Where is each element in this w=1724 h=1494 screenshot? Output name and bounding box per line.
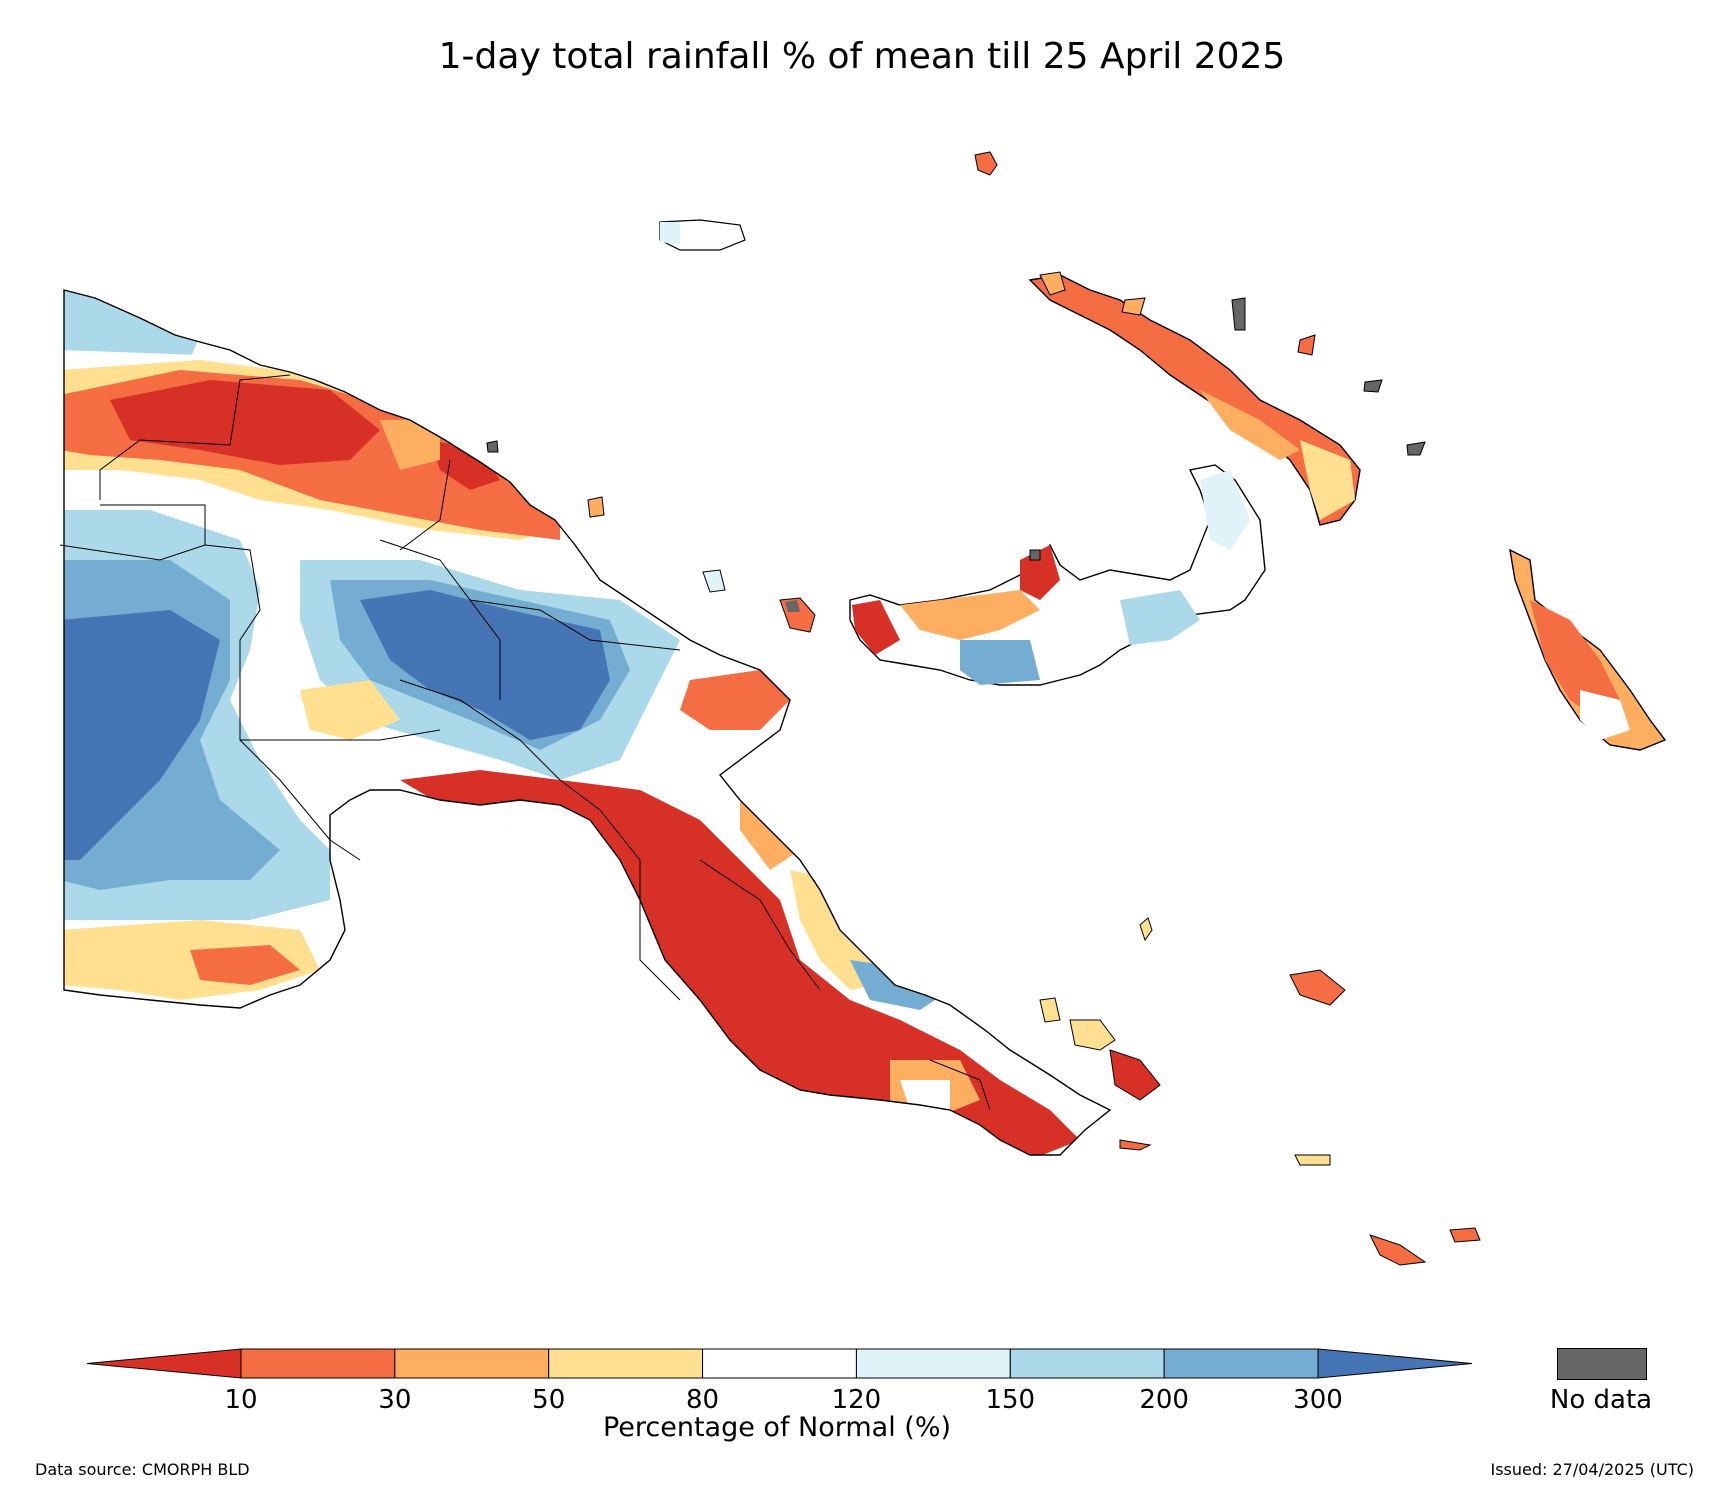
colorbar-tick-label: 30 [378, 1385, 412, 1415]
bougainville [1509, 548, 1667, 751]
colorbar-bin [1009, 1348, 1165, 1379]
issued-date: Issued: 27/04/2025 (UTC) [1490, 1460, 1694, 1479]
colorbar-tick-label: 150 [985, 1385, 1036, 1415]
new-britain [849, 464, 1266, 686]
map-title: 1-day total rainfall % of mean till 25 A… [438, 36, 1286, 77]
colorbar-tick-label: 10 [224, 1385, 258, 1415]
colorbar-tick-label: 80 [686, 1385, 720, 1415]
no-data-label: No data [1549, 1385, 1653, 1415]
data-source: Data source: CMORPH BLD [35, 1460, 250, 1479]
colorbar-tick-label: 300 [1293, 1385, 1343, 1415]
colorbar-label: Percentage of Normal (%) [602, 1412, 952, 1443]
colorbar-tick-label: 120 [831, 1385, 882, 1415]
colorbar-extend-high [1317, 1348, 1473, 1379]
colorbar-tick-label: 200 [1139, 1385, 1189, 1415]
colorbar-bin [240, 1348, 396, 1379]
no-data-swatch [1557, 1348, 1647, 1380]
new-ireland [1028, 274, 1361, 526]
colorbar-bin [702, 1348, 857, 1379]
colorbar-bin [855, 1348, 1011, 1379]
manus-island [659, 219, 746, 251]
colorbar-bin [548, 1348, 704, 1379]
colorbar-extend-low [86, 1348, 242, 1379]
mainland-png [59, 289, 1112, 1156]
colorbar-bin [1163, 1348, 1319, 1379]
colorbar-tick-label: 50 [532, 1385, 566, 1415]
outer-islands [486, 151, 1481, 1266]
colorbar-bin [394, 1348, 550, 1379]
